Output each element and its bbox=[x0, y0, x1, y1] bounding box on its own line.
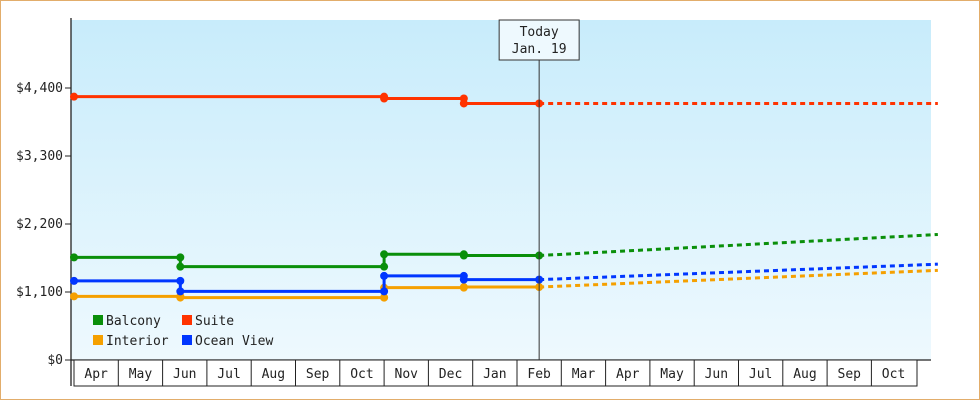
x-tick-label: Dec bbox=[439, 367, 462, 382]
x-tick-label: Oct bbox=[350, 367, 373, 382]
x-tick-label: Sep bbox=[306, 367, 330, 382]
legend-swatch bbox=[93, 315, 103, 325]
x-tick-label: Apr bbox=[616, 367, 640, 382]
series-point bbox=[380, 94, 389, 103]
x-tick-label: Feb bbox=[527, 367, 551, 382]
series-point bbox=[380, 271, 389, 280]
series-point bbox=[70, 292, 78, 301]
series-point bbox=[380, 287, 389, 296]
x-tick-label: May bbox=[660, 367, 684, 382]
x-tick-label: Jun bbox=[705, 367, 728, 382]
series-point bbox=[459, 275, 468, 284]
x-tick-label: Jan bbox=[483, 367, 506, 382]
x-tick-label: Nov bbox=[395, 367, 419, 382]
series-point bbox=[380, 293, 389, 302]
x-axis-strip bbox=[73, 359, 918, 387]
series-point bbox=[380, 250, 389, 259]
legend-label: Suite bbox=[195, 314, 234, 329]
legend-label: Interior bbox=[106, 334, 169, 349]
y-tick-label: $0 bbox=[47, 353, 63, 368]
x-tick-label: Sep bbox=[838, 367, 862, 382]
series-point bbox=[459, 99, 468, 108]
y-tick-label: $3,300 bbox=[16, 149, 63, 164]
series-point bbox=[380, 262, 389, 271]
x-tick-label: Aug bbox=[262, 367, 285, 382]
y-tick-label: $2,200 bbox=[16, 217, 63, 232]
series-point bbox=[176, 276, 185, 285]
x-tick-label: Oct bbox=[882, 367, 905, 382]
series-point bbox=[176, 262, 185, 271]
y-tick-label: $1,100 bbox=[16, 285, 63, 300]
series-point bbox=[459, 283, 468, 292]
series-point bbox=[176, 287, 185, 296]
series-line-forecast bbox=[539, 233, 938, 258]
series-point bbox=[176, 293, 185, 302]
series-point bbox=[70, 276, 78, 285]
x-tick-label: Apr bbox=[84, 367, 108, 382]
series-line-history bbox=[74, 95, 540, 105]
today-date: Jan. 19 bbox=[512, 42, 567, 57]
x-tick-label: Jul bbox=[749, 367, 772, 382]
legend-swatch bbox=[182, 335, 192, 345]
legend-label: Balcony bbox=[106, 314, 161, 329]
legend-label: Ocean View bbox=[195, 334, 273, 349]
x-tick-label: Jun bbox=[173, 367, 196, 382]
series-point bbox=[176, 253, 185, 262]
series-line-forecast bbox=[539, 262, 938, 282]
series-point bbox=[459, 251, 468, 260]
legend-swatch bbox=[93, 335, 103, 345]
plot-area bbox=[71, 20, 931, 360]
x-tick-label: Mar bbox=[572, 367, 596, 382]
x-tick-label: May bbox=[129, 367, 153, 382]
today-box bbox=[498, 19, 580, 61]
today-label: Today bbox=[520, 25, 559, 40]
series-point bbox=[70, 92, 78, 101]
series-line-forecast bbox=[539, 268, 938, 289]
x-tick-label: Aug bbox=[793, 367, 816, 382]
legend-swatch bbox=[182, 315, 192, 325]
y-tick-label: $4,400 bbox=[16, 81, 63, 96]
series-point bbox=[70, 253, 78, 262]
x-tick-label: Jul bbox=[217, 367, 240, 382]
